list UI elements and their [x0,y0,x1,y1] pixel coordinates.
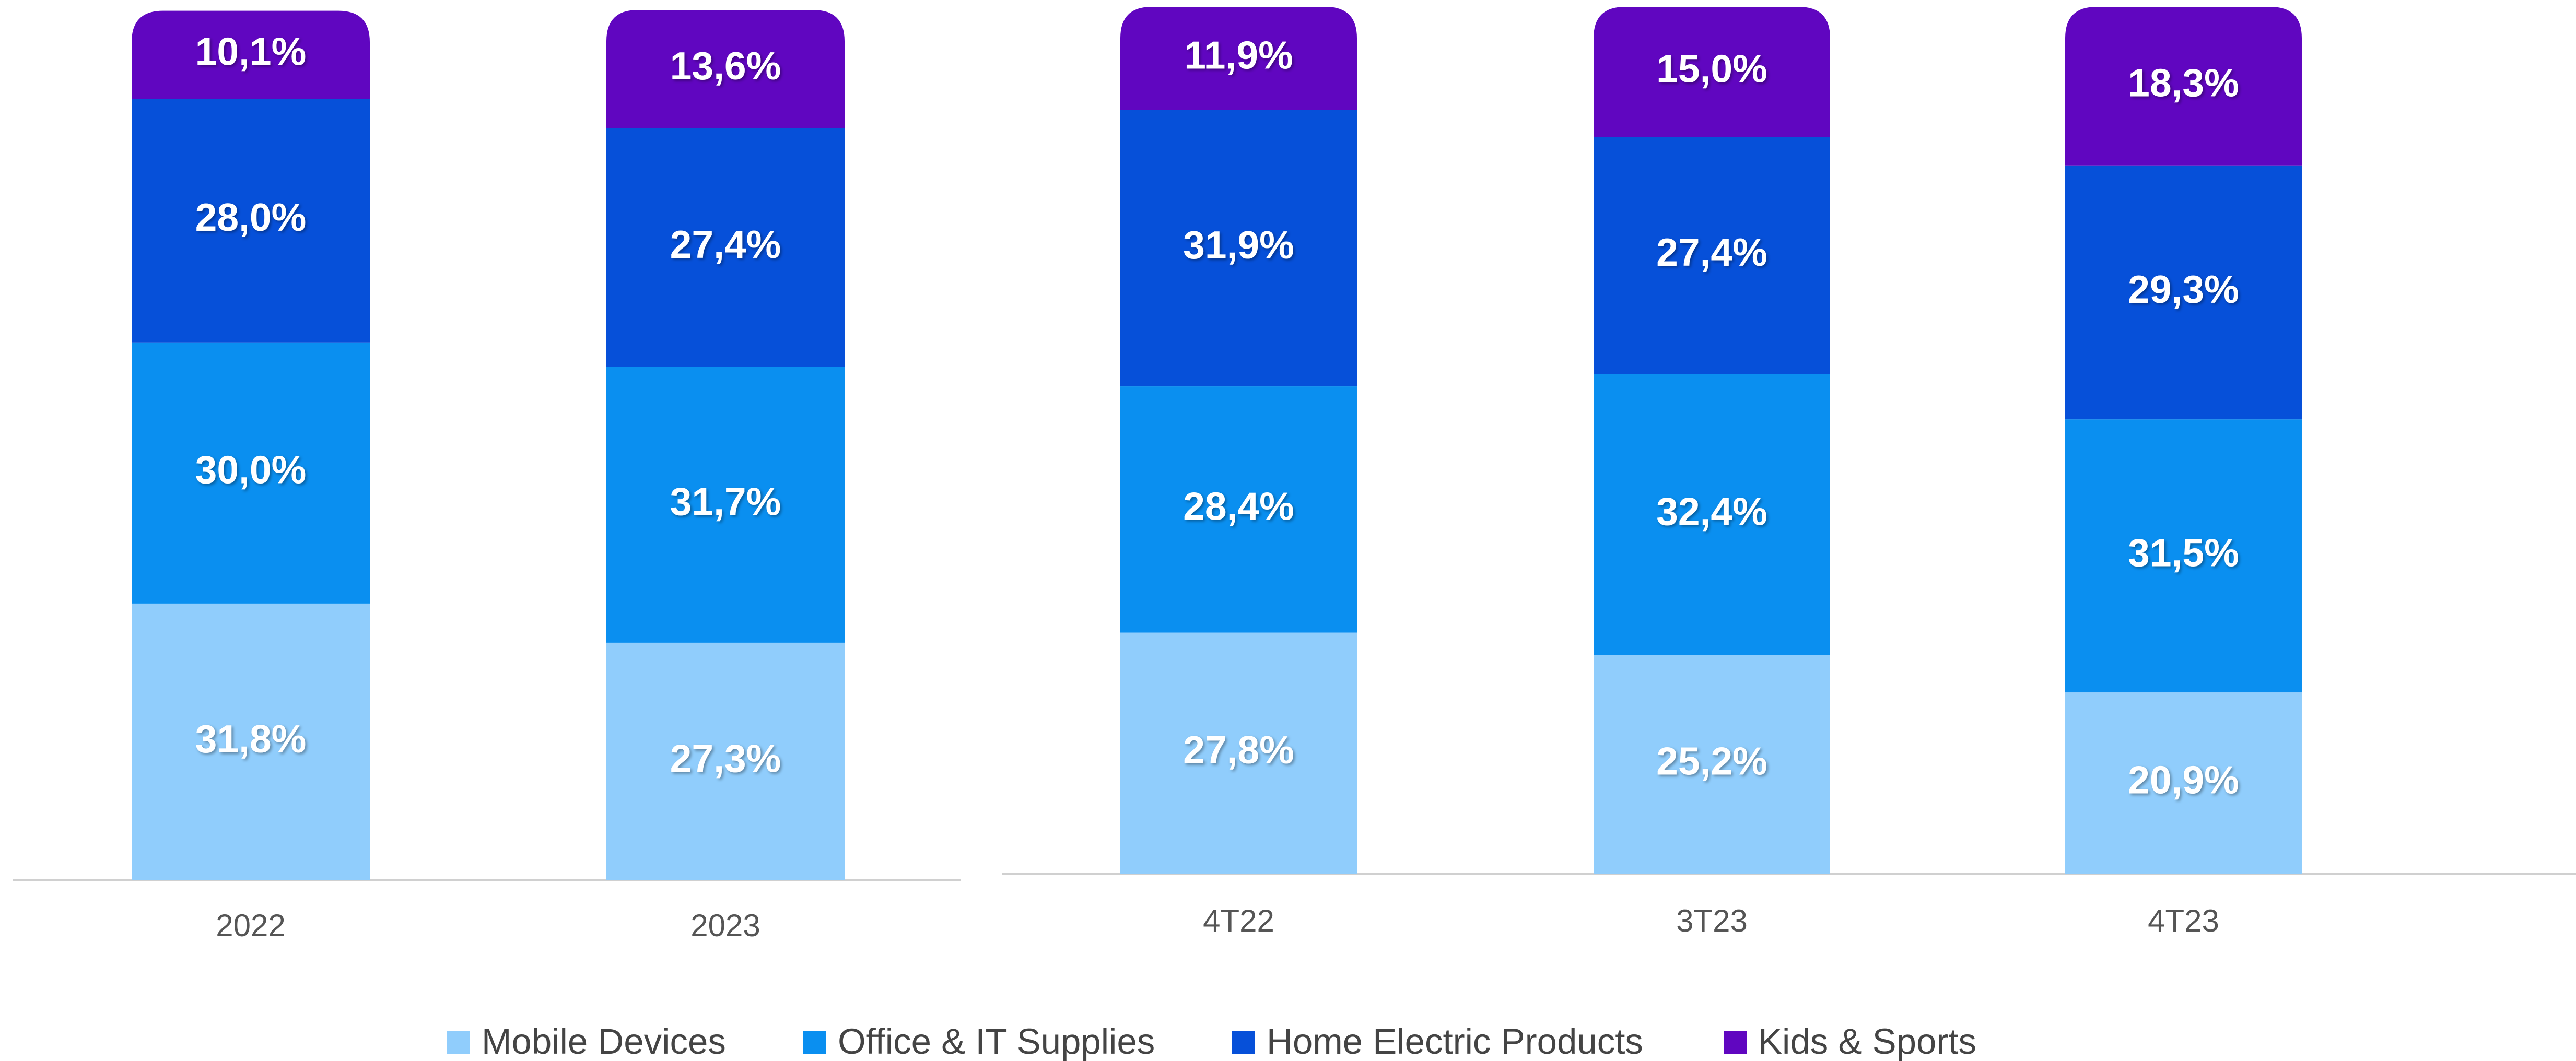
bar-segment [1594,374,1830,655]
bar-segment [1120,110,1357,387]
data-label: 13,6% [670,44,781,88]
data-label: 27,4% [1656,230,1767,274]
data-label: 29,3% [2128,267,2239,311]
data-label: 30,0% [195,448,307,492]
bar-segment [132,99,370,343]
data-label: 20,9% [2128,758,2239,801]
x-tick-label: 3T23 [1676,903,1748,938]
x-tick-label: 4T22 [1203,903,1274,938]
x-tick-label: 2022 [216,908,285,943]
bar-segment [132,10,370,99]
data-label: 25,2% [1656,739,1767,783]
bar-segment [1594,137,1830,374]
bar-segment [606,10,845,128]
data-label: 15,0% [1656,46,1767,90]
data-label: 27,8% [1183,728,1294,772]
legend-label: Office & IT Supplies [838,1021,1155,1061]
legend-swatch [1724,1031,1747,1054]
data-label: 31,7% [670,480,781,524]
legend-label: Kids & Sports [1758,1021,1976,1061]
legend-swatch [803,1031,826,1054]
bar-segment [1120,386,1357,633]
bar-segment [2065,419,2302,693]
bar-segment [1594,655,1830,874]
bar-segment [2065,165,2302,420]
legend-label: Home Electric Products [1267,1021,1643,1061]
bar-segment [606,642,845,880]
bar-segment [132,342,370,604]
bar-segment [1594,7,1830,137]
legend-swatch [447,1031,470,1054]
bar-segment [2065,692,2302,874]
data-label: 10,1% [195,30,307,74]
x-tick-label: 2023 [690,908,760,943]
bar-segment [1120,632,1357,874]
legend-label: Mobile Devices [482,1021,726,1061]
bar-segment [606,367,845,643]
data-label: 27,4% [670,222,781,266]
data-label: 18,3% [2128,61,2239,105]
data-label: 31,5% [2128,530,2239,574]
data-label: 31,9% [1183,223,1294,267]
data-label: 28,4% [1183,485,1294,528]
bar-segment [2065,7,2302,166]
data-label: 28,0% [195,195,307,239]
data-label: 31,8% [195,717,307,761]
x-tick-label: 4T23 [2148,903,2219,938]
data-label: 11,9% [1184,33,1293,77]
bar-segment [132,603,370,880]
data-label: 32,4% [1656,490,1767,534]
legend-swatch [1232,1031,1255,1054]
data-label: 27,3% [670,736,781,780]
bar-segment [1120,7,1357,110]
bar-segment [606,128,845,367]
